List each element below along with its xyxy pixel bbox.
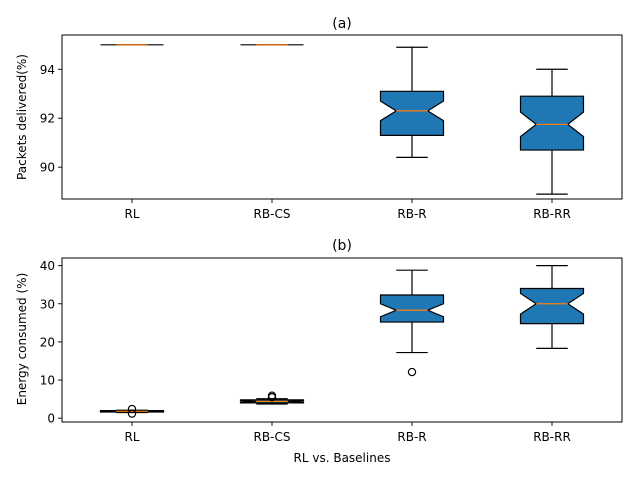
- panel-b-title: (b): [332, 238, 352, 254]
- panel-b-xtick-label: RB-R: [397, 430, 426, 444]
- outlier-point: [127, 409, 137, 418]
- outlier-point: [407, 367, 417, 377]
- panel-b-box-rb-r: [379, 269, 445, 377]
- box-body: [379, 90, 445, 136]
- panel-a-box-rb-r: [379, 46, 445, 158]
- panel-b-xtick-label: RL: [124, 430, 139, 444]
- panel-a-ytick-label: 92: [40, 112, 55, 126]
- panel-b-ylabel: Energy consumed (%): [15, 273, 29, 406]
- panel-a-ytick-label: 94: [40, 63, 55, 77]
- figure-xlabel: RL vs. Baselines: [294, 451, 391, 465]
- panel-a-xtick-label: RB-RR: [533, 207, 571, 221]
- panel-b-axes-frame: [61, 257, 623, 423]
- panel-a-xtick-label: RB-CS: [254, 207, 291, 221]
- panel-a-xtick-label: RL: [124, 207, 139, 221]
- panel-a-xtick-label: RB-R: [397, 207, 426, 221]
- panel-a-ylabel: Packets delivered(%): [15, 54, 29, 180]
- panel-a-box-rb-rr: [519, 68, 585, 195]
- panel-a-ytick-label: 90: [40, 161, 55, 175]
- box-body: [379, 294, 445, 323]
- panel-b-ytick-label: 10: [40, 374, 55, 388]
- panel-b-box-rb-rr: [519, 265, 585, 349]
- box-body: [519, 95, 585, 151]
- panel-b-ytick-label: 40: [40, 259, 55, 273]
- panel-b: (b) Energy consumed (%) 0 10 20 30 40 RL RB-CS…: [15, 238, 623, 444]
- panel-a-axes-frame: [61, 34, 623, 200]
- panel-b-ytick-label: 0: [47, 412, 55, 426]
- panel-b-box-rb-cs: [239, 391, 305, 405]
- box-body: [519, 287, 585, 325]
- panel-b-xtick-label: RB-CS: [254, 430, 291, 444]
- panel-b-xtick-label: RB-RR: [533, 430, 571, 444]
- panel-b-ytick-label: 20: [40, 335, 55, 349]
- outlier-point: [267, 391, 277, 400]
- panel-a: (a) Packets delivered(%) 90 92 94 RL RB-CS RB…: [15, 16, 623, 221]
- panel-b-ytick-label: 30: [40, 297, 55, 311]
- panel-b-box-rl: [99, 404, 165, 418]
- panel-b-plot-area: 0 10 20 30 40 RL RB-CS RB-R RB-RR: [40, 257, 623, 444]
- panel-a-title: (a): [332, 16, 352, 32]
- outlier-point: [127, 404, 137, 414]
- panel-a-plot-area: 90 92 94 RL RB-CS RB-R RB-RR: [40, 34, 623, 221]
